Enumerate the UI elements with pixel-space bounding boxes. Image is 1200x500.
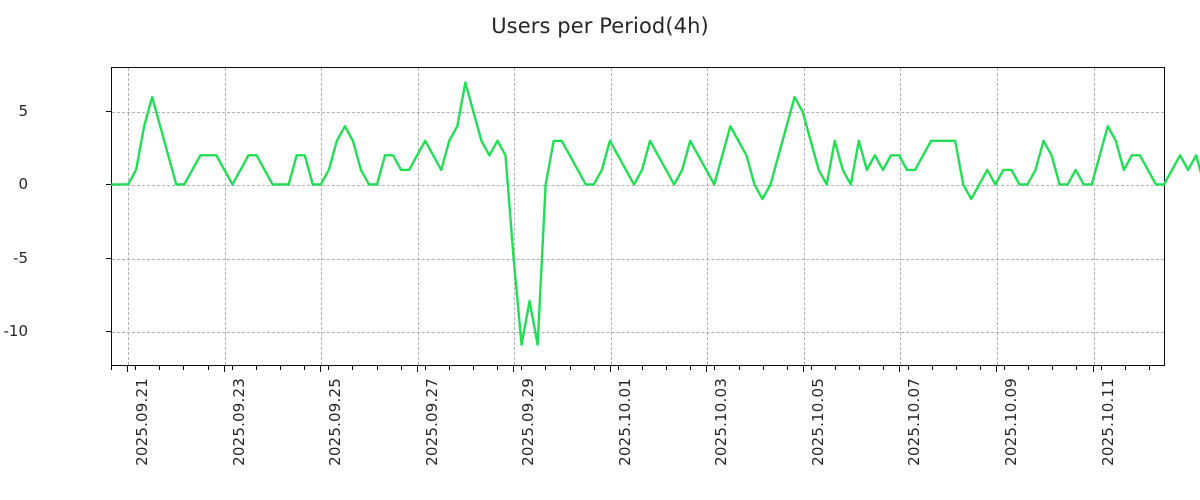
x-tick-label: 2025.10.09 bbox=[1002, 378, 1021, 466]
y-tick-label: -10 bbox=[3, 321, 29, 340]
gridline-x bbox=[321, 68, 323, 365]
x-tick-mark-minor bbox=[762, 366, 764, 370]
gridline-x bbox=[707, 68, 709, 365]
gridline-y bbox=[112, 185, 1164, 187]
x-tick-label: 2025.09.21 bbox=[133, 378, 152, 466]
x-tick-mark-minor bbox=[1100, 366, 1102, 370]
x-tick-mark-minor bbox=[1124, 366, 1126, 370]
x-tick-label: 2025.09.23 bbox=[229, 378, 248, 466]
x-tick-mark bbox=[223, 366, 225, 372]
x-tick-mark-minor bbox=[1028, 366, 1030, 370]
x-tick-mark-minor bbox=[473, 366, 475, 370]
x-tick-mark-minor bbox=[376, 366, 378, 370]
x-tick-mark-minor bbox=[931, 366, 933, 370]
x-tick-label: 2025.09.27 bbox=[422, 378, 441, 466]
x-tick-mark-minor bbox=[279, 366, 281, 370]
y-tick-label: 0 bbox=[18, 175, 28, 194]
plot-area bbox=[110, 67, 1200, 366]
y-tick-label: -5 bbox=[13, 248, 28, 267]
x-tick-mark-minor bbox=[714, 366, 716, 370]
gridline-x bbox=[417, 68, 419, 365]
gridline-x bbox=[997, 68, 999, 365]
y-tick-label: 5 bbox=[18, 101, 28, 120]
x-tick-mark-minor bbox=[231, 366, 233, 370]
x-tick-mark-minor bbox=[1148, 366, 1150, 370]
x-tick-label: 2025.10.01 bbox=[615, 378, 634, 466]
x-tick-mark bbox=[706, 366, 708, 372]
x-tick-mark-minor bbox=[424, 366, 426, 370]
x-tick-mark bbox=[416, 366, 418, 372]
x-tick-mark-minor bbox=[955, 366, 957, 370]
x-tick-mark bbox=[996, 366, 998, 372]
x-tick-mark-minor bbox=[111, 366, 112, 370]
x-tick-mark-minor bbox=[786, 366, 788, 370]
x-tick-mark-minor bbox=[810, 366, 812, 370]
x-tick-mark-minor bbox=[883, 366, 885, 370]
x-tick-mark-minor bbox=[593, 366, 595, 370]
x-tick-label: 2025.09.29 bbox=[519, 378, 538, 466]
x-tick-mark-minor bbox=[545, 366, 547, 370]
x-tick-mark-minor bbox=[617, 366, 619, 370]
x-tick-mark-minor bbox=[328, 366, 330, 370]
x-tick-mark-minor bbox=[569, 366, 571, 370]
gridline-y bbox=[112, 111, 1164, 113]
x-tick-mark-minor bbox=[642, 366, 644, 370]
gridline-x bbox=[1093, 68, 1095, 365]
x-tick-mark-minor bbox=[666, 366, 668, 370]
gridline-x bbox=[514, 68, 516, 365]
x-tick-mark-minor bbox=[979, 366, 981, 370]
x-tick-mark bbox=[802, 366, 804, 372]
x-tick-mark-minor bbox=[859, 366, 861, 370]
x-tick-mark-minor bbox=[352, 366, 354, 370]
x-tick-mark-minor bbox=[135, 366, 137, 370]
x-tick-mark-minor bbox=[207, 366, 209, 370]
y-tick-mark bbox=[106, 110, 111, 112]
series-line bbox=[110, 81, 1200, 346]
x-tick-mark bbox=[513, 366, 515, 372]
x-tick-mark-minor bbox=[183, 366, 185, 370]
chart-title: Users per Period(4h) bbox=[491, 14, 709, 38]
y-tick-mark bbox=[106, 184, 111, 186]
gridline-y bbox=[112, 331, 1164, 333]
y-tick-mark bbox=[106, 257, 111, 259]
x-tick-mark bbox=[320, 366, 322, 372]
x-tick-label: 2025.10.05 bbox=[808, 378, 827, 466]
x-tick-mark-minor bbox=[448, 366, 450, 370]
x-tick-mark-minor bbox=[690, 366, 692, 370]
gridline-y bbox=[112, 258, 1164, 260]
x-tick-mark-minor bbox=[738, 366, 740, 370]
x-tick-mark-minor bbox=[159, 366, 161, 370]
gridline-x bbox=[128, 68, 130, 365]
x-tick-mark bbox=[1092, 366, 1094, 372]
x-tick-label: 2025.09.25 bbox=[326, 378, 345, 466]
x-tick-mark bbox=[609, 366, 611, 372]
gridline-x bbox=[900, 68, 902, 365]
x-tick-mark-minor bbox=[1076, 366, 1078, 370]
gridline-x bbox=[224, 68, 226, 365]
x-tick-mark bbox=[899, 366, 901, 372]
x-tick-mark-minor bbox=[497, 366, 499, 370]
x-tick-label: 2025.10.07 bbox=[905, 378, 924, 466]
x-tick-mark-minor bbox=[304, 366, 306, 370]
y-tick-mark bbox=[106, 330, 111, 332]
x-tick-mark-minor bbox=[1052, 366, 1054, 370]
x-tick-mark-minor bbox=[907, 366, 909, 370]
x-tick-label: 2025.10.11 bbox=[1098, 378, 1117, 466]
x-tick-mark-minor bbox=[400, 366, 402, 370]
gridline-x bbox=[803, 68, 805, 365]
x-tick-mark-minor bbox=[521, 366, 523, 370]
x-tick-mark bbox=[127, 366, 129, 372]
x-tick-mark-minor bbox=[1004, 366, 1006, 370]
series-users-per-period bbox=[110, 81, 1200, 346]
gridline-x bbox=[610, 68, 612, 365]
x-tick-mark-minor bbox=[835, 366, 837, 370]
x-tick-label: 2025.10.03 bbox=[712, 378, 731, 466]
x-tick-mark-minor bbox=[255, 366, 257, 370]
